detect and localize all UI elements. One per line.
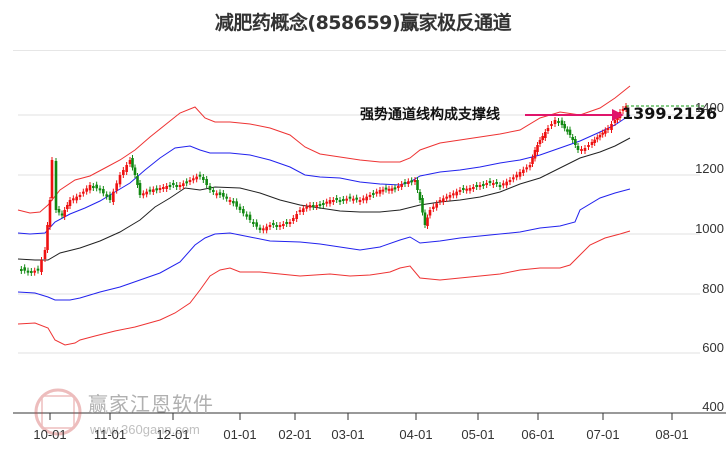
x-tick-05-01: 05-01 (461, 427, 495, 442)
x-tick-12-01: 12-01 (156, 427, 190, 442)
price-label: 1399.2126 (622, 104, 718, 123)
inner-upper-band (17, 114, 631, 235)
outer-lower-band (17, 230, 631, 346)
x-tick-10-01: 10-01 (33, 427, 67, 442)
grid-lines (18, 114, 700, 354)
arrow-head-icon (612, 109, 624, 121)
chart-title: 减肥药概念(858659)赢家极反通道 (214, 12, 512, 34)
x-tick-08-01: 08-01 (655, 427, 689, 442)
y-tick-400: 400 (702, 399, 724, 414)
watermark-url: www.360gann.com (90, 422, 200, 437)
x-tick-03-01: 03-01 (331, 427, 365, 442)
y-tick-1400: 1400 (695, 100, 724, 115)
title-divider (13, 50, 726, 51)
x-tick-02-01: 02-01 (278, 427, 312, 442)
x-tick-07-01: 07-01 (586, 427, 620, 442)
annotation-label: 强势通道线构成支撑线 (360, 107, 500, 123)
y-tick-1200: 1200 (695, 161, 724, 176)
x-axis-ticks (49, 413, 673, 420)
watermark-text: 赢家江恩软件 (88, 392, 214, 416)
y-tick-1000: 1000 (695, 221, 724, 236)
y-tick-600: 600 (702, 340, 724, 355)
watermark-logo (34, 388, 82, 436)
candlesticks (20, 103, 628, 276)
x-tick-06-01: 06-01 (521, 427, 555, 442)
inner-lower-band (17, 188, 631, 301)
y-tick-800: 800 (702, 281, 724, 296)
x-tick-04-01: 04-01 (399, 427, 433, 442)
x-tick-11-01: 11-01 (93, 427, 127, 442)
outer-upper-band (17, 85, 631, 214)
x-tick-01-01: 01-01 (223, 427, 257, 442)
